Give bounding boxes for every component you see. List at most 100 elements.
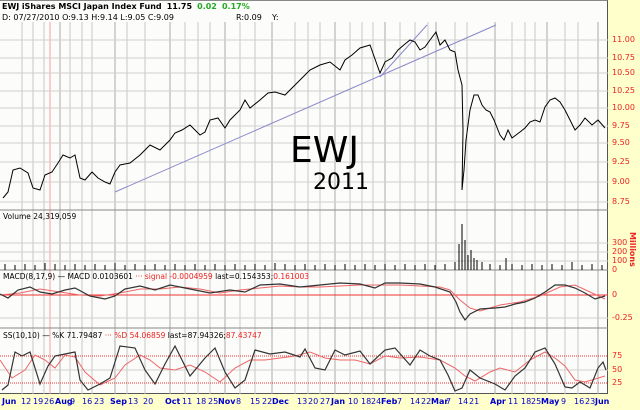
ss-k-line: [1, 344, 607, 392]
x-label: 11: [182, 397, 193, 406]
x-label: 27: [320, 397, 331, 406]
price-tick: 9.00: [612, 177, 630, 186]
ohlc-line: D: 07/27/2010 O:9.13 H:9.14 L:9.05 C:9.0…: [2, 13, 174, 22]
x-label: 16: [574, 397, 585, 406]
x-label: 18: [196, 397, 207, 406]
volume-tick: 0: [612, 265, 618, 274]
price-tick: 11.00: [612, 35, 635, 44]
macd-last-signal: 0.161003: [273, 272, 310, 281]
uptrend-line: [114, 24, 497, 193]
channel-line: [379, 24, 428, 78]
x-label: 20: [308, 397, 319, 406]
change: 0.02: [197, 2, 217, 11]
macd-legend: MACD(8,17,9) — MACD 0.0103601 ··· signal…: [3, 272, 310, 281]
x-label: May: [541, 397, 560, 406]
open: O:9.13: [62, 13, 89, 22]
x-label: 21: [469, 397, 480, 406]
range-value: R:0.09: [236, 13, 262, 22]
x-label: 7: [397, 397, 403, 406]
date-label: D: 07/27/2010: [2, 13, 60, 22]
macd-signal-value: signal -0.0004959: [144, 272, 213, 281]
vertical-gridlines: [21, 22, 599, 394]
x-label: Feb: [381, 397, 398, 406]
watermark-year: 2011: [313, 170, 369, 195]
x-label: 7: [446, 397, 452, 406]
price-gridlines: [0, 39, 608, 203]
x-label: 14: [410, 397, 421, 406]
x-label: 26: [44, 397, 55, 406]
macd-params: MACD(8,17,9): [3, 272, 56, 281]
watermark-ticker: EWJ: [290, 130, 359, 171]
macd-value: MACD 0.0103601: [67, 272, 133, 281]
x-label: 18: [521, 397, 532, 406]
price-tick: 9.75: [612, 121, 630, 130]
symbol: EWJ: [2, 2, 20, 11]
macd-last: last=0.154353;: [215, 272, 274, 281]
ss-tick: 25: [612, 378, 623, 387]
price-tick: 9.50: [612, 138, 630, 147]
security-name: iShares MSCI Japan Index Fund: [21, 2, 162, 11]
x-label: Apr: [490, 397, 506, 406]
change-pct: 0.17%: [221, 2, 250, 11]
ss-d-line: [0, 351, 606, 386]
close: C:9.09: [147, 13, 174, 22]
price-tick: 9.25: [612, 157, 630, 166]
volume-tick: 300: [612, 238, 628, 247]
x-label: 24: [371, 397, 382, 406]
x-label: Aug: [55, 397, 73, 406]
ss-tick: 50: [612, 365, 623, 374]
ss-k-value: %K 71.79487: [52, 331, 103, 340]
x-label: Oct: [165, 397, 181, 406]
x-label: 12: [21, 397, 32, 406]
price-series: [2, 30, 606, 199]
x-label: 11: [508, 397, 519, 406]
x-label: 9: [561, 397, 567, 406]
price-tick: 10.75: [612, 53, 635, 62]
x-label: 23: [94, 397, 105, 406]
volume-label: Volume 24,319,059: [3, 212, 77, 221]
x-label: Nov: [218, 397, 236, 406]
ss-last: last=87.94326;: [167, 331, 226, 340]
last-price: 11.75: [166, 2, 193, 11]
macd-tick: -0.25: [612, 313, 633, 322]
x-label: 16: [82, 397, 93, 406]
x-label: 13: [297, 397, 308, 406]
macd-line: [0, 282, 606, 322]
volume-tick: 100: [612, 256, 628, 265]
x-label: 14: [458, 397, 469, 406]
ss-legend: SS(10,10) — %K 71.79487 ··· %D 54.06859 …: [3, 331, 262, 340]
title-line: EWJ iShares MSCI Japan Index Fund 11.75 …: [2, 2, 250, 11]
price-tick: 10.25: [612, 86, 635, 95]
x-label: 25: [531, 397, 542, 406]
x-label: 22: [262, 397, 273, 406]
x-label: 23: [585, 397, 596, 406]
x-label: 10: [348, 397, 359, 406]
volume-unit: Millions: [628, 232, 637, 267]
price-tick: 10.00: [612, 103, 635, 112]
x-label: Sep: [110, 397, 127, 406]
x-label: 8: [236, 397, 242, 406]
x-label: 13: [128, 397, 139, 406]
x-label: 9: [70, 397, 76, 406]
high: H:9.14: [91, 13, 118, 22]
x-label: Jan: [331, 397, 346, 406]
x-label: Dec: [272, 397, 289, 406]
x-label: 19: [33, 397, 44, 406]
x-label: Mar: [431, 397, 449, 406]
volume-bars: [4, 224, 603, 270]
y-value: Y:: [272, 13, 279, 22]
x-label: Jun: [595, 397, 610, 406]
x-label: 25: [208, 397, 219, 406]
macd-signal-line: [0, 284, 606, 312]
ss-tick: 75: [612, 351, 623, 360]
x-label: 15: [250, 397, 261, 406]
macd-tick: 0: [612, 290, 618, 299]
ss-d-value: %D 54.06859: [114, 331, 166, 340]
low: L:9.05: [120, 13, 146, 22]
x-label: 20: [143, 397, 154, 406]
ss-last-d: 87.43747: [225, 331, 262, 340]
volume-tick: 200: [612, 247, 628, 256]
x-label: Jun: [2, 397, 17, 406]
ss-params: SS(10,10): [3, 331, 40, 340]
